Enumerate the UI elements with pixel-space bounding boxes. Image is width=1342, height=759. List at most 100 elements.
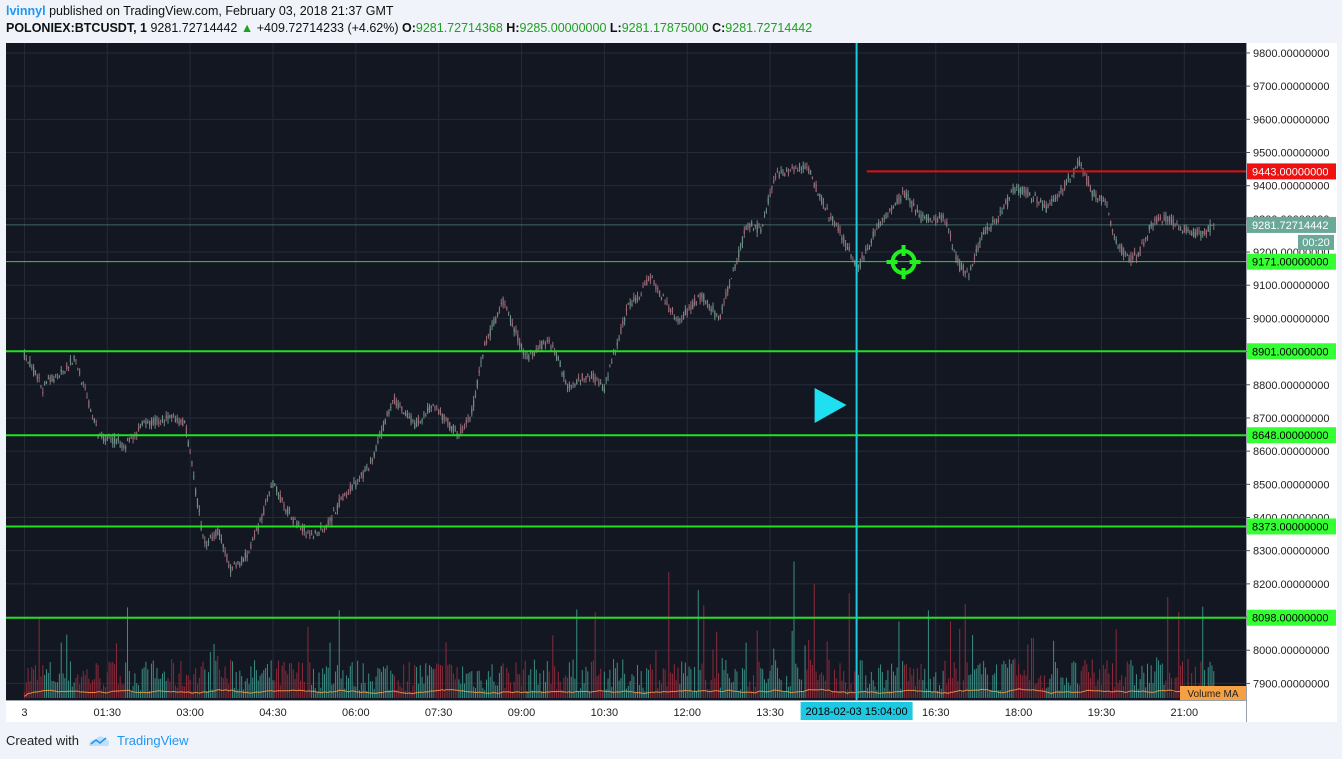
- candle-body: [1121, 245, 1123, 255]
- volume-bar: [920, 663, 922, 698]
- y-tick-label: 9100.00000000: [1253, 280, 1329, 292]
- volume-bar: [688, 666, 690, 698]
- candle-body: [854, 262, 856, 265]
- candle-body: [782, 171, 784, 176]
- candle-body: [513, 328, 515, 333]
- candle-body: [261, 514, 263, 521]
- volume-bar: [268, 677, 270, 698]
- volume-bar: [248, 684, 250, 698]
- volume-bar: [66, 634, 68, 698]
- volume-bar: [535, 669, 537, 698]
- candle-body: [535, 349, 537, 351]
- candle-body: [1209, 223, 1211, 233]
- candle-body: [31, 367, 33, 369]
- candle-body: [981, 235, 983, 237]
- candle-body: [883, 218, 885, 220]
- candle-body: [288, 510, 291, 512]
- candle-body: [1058, 194, 1060, 197]
- candle-body: [290, 518, 292, 520]
- volume-bar: [1137, 688, 1139, 698]
- volume-bar: [375, 676, 377, 698]
- y-tick-label: 8000.00000000: [1253, 645, 1329, 657]
- candle-body: [951, 247, 953, 249]
- candle-body: [163, 421, 165, 423]
- volume-bar: [946, 684, 948, 698]
- volume-bar: [165, 680, 167, 698]
- volume-bar: [265, 667, 267, 698]
- volume-bar: [616, 662, 618, 698]
- candle-body: [195, 489, 197, 495]
- volume-bar: [261, 673, 263, 698]
- volume-bar: [476, 671, 478, 698]
- candle-body: [346, 493, 348, 495]
- y-tick-label: 7900.00000000: [1253, 678, 1329, 690]
- candle-body: [887, 216, 889, 218]
- candle-body: [537, 347, 539, 351]
- volume-bar: [1093, 672, 1095, 698]
- volume-bar: [729, 678, 731, 698]
- candle-body: [1207, 226, 1209, 232]
- volume-bar: [1038, 678, 1040, 698]
- volume-bar: [843, 670, 845, 698]
- candle-body: [112, 437, 114, 444]
- tradingview-brand[interactable]: TradingView: [87, 733, 189, 748]
- crosshair-target-icon: [886, 245, 921, 279]
- candle-body: [281, 497, 283, 501]
- open-label: O:: [402, 21, 416, 35]
- chart-area[interactable]: 9800.00000000 9700.00000000 9600.00000000 9…: [6, 43, 1337, 722]
- volume-bar: [951, 678, 953, 698]
- volume-bar: [196, 684, 198, 698]
- candle-body: [222, 544, 224, 548]
- volume-bar: [305, 691, 307, 698]
- candle-body: [305, 535, 307, 538]
- volume-bar: [217, 656, 219, 698]
- candle-body: [677, 318, 679, 322]
- y-tick-label: 8800.00000000: [1253, 380, 1329, 392]
- author-link[interactable]: lvinnyl: [6, 4, 46, 18]
- volume-bar: [178, 673, 180, 698]
- volume-bar: [590, 661, 592, 698]
- candle-body: [682, 315, 685, 320]
- volume-bar: [670, 672, 672, 698]
- volume-bar: [298, 662, 300, 698]
- candle-body: [789, 169, 791, 171]
- candle-body: [1111, 229, 1114, 233]
- candle-body: [937, 218, 939, 222]
- candle-body: [1145, 237, 1147, 240]
- volume-bar: [583, 683, 585, 698]
- x-tick-label: 04:30: [259, 707, 287, 719]
- volume-bar: [421, 676, 423, 698]
- candle-body: [1115, 239, 1117, 244]
- candle-body: [754, 224, 756, 227]
- volume-bar: [600, 668, 602, 698]
- price-chart[interactable]: 9800.00000000 9700.00000000 9600.00000000 9…: [6, 43, 1337, 722]
- candle-body: [180, 418, 182, 423]
- candle-body: [684, 309, 686, 316]
- candle-body: [463, 427, 466, 429]
- volume-bar: [42, 665, 44, 698]
- tradingview-link[interactable]: TradingView: [116, 733, 189, 748]
- volume-bar: [822, 675, 824, 698]
- volume-bar: [1115, 629, 1117, 698]
- candle-body: [732, 270, 734, 272]
- candle-body: [357, 479, 359, 482]
- candle-body: [519, 341, 521, 347]
- volume-bar: [797, 667, 799, 698]
- candle-body: [379, 432, 381, 434]
- volume-bar: [983, 660, 985, 698]
- volume-bar: [58, 673, 60, 698]
- candle-body: [259, 518, 261, 520]
- candle-body: [128, 437, 130, 442]
- candle-body: [1203, 229, 1206, 235]
- candle-body: [857, 265, 860, 268]
- candle-body: [962, 265, 964, 274]
- candle-body: [907, 194, 909, 197]
- volume-bar: [1021, 675, 1023, 698]
- candle-body: [959, 262, 961, 271]
- candle-body: [868, 245, 871, 248]
- countdown-label: 00:20: [1302, 237, 1330, 249]
- volume-bar: [662, 668, 664, 698]
- change-value: +409.72714233 (+4.62%): [256, 21, 399, 35]
- volume-bar: [655, 650, 657, 698]
- volume-bar: [815, 671, 817, 698]
